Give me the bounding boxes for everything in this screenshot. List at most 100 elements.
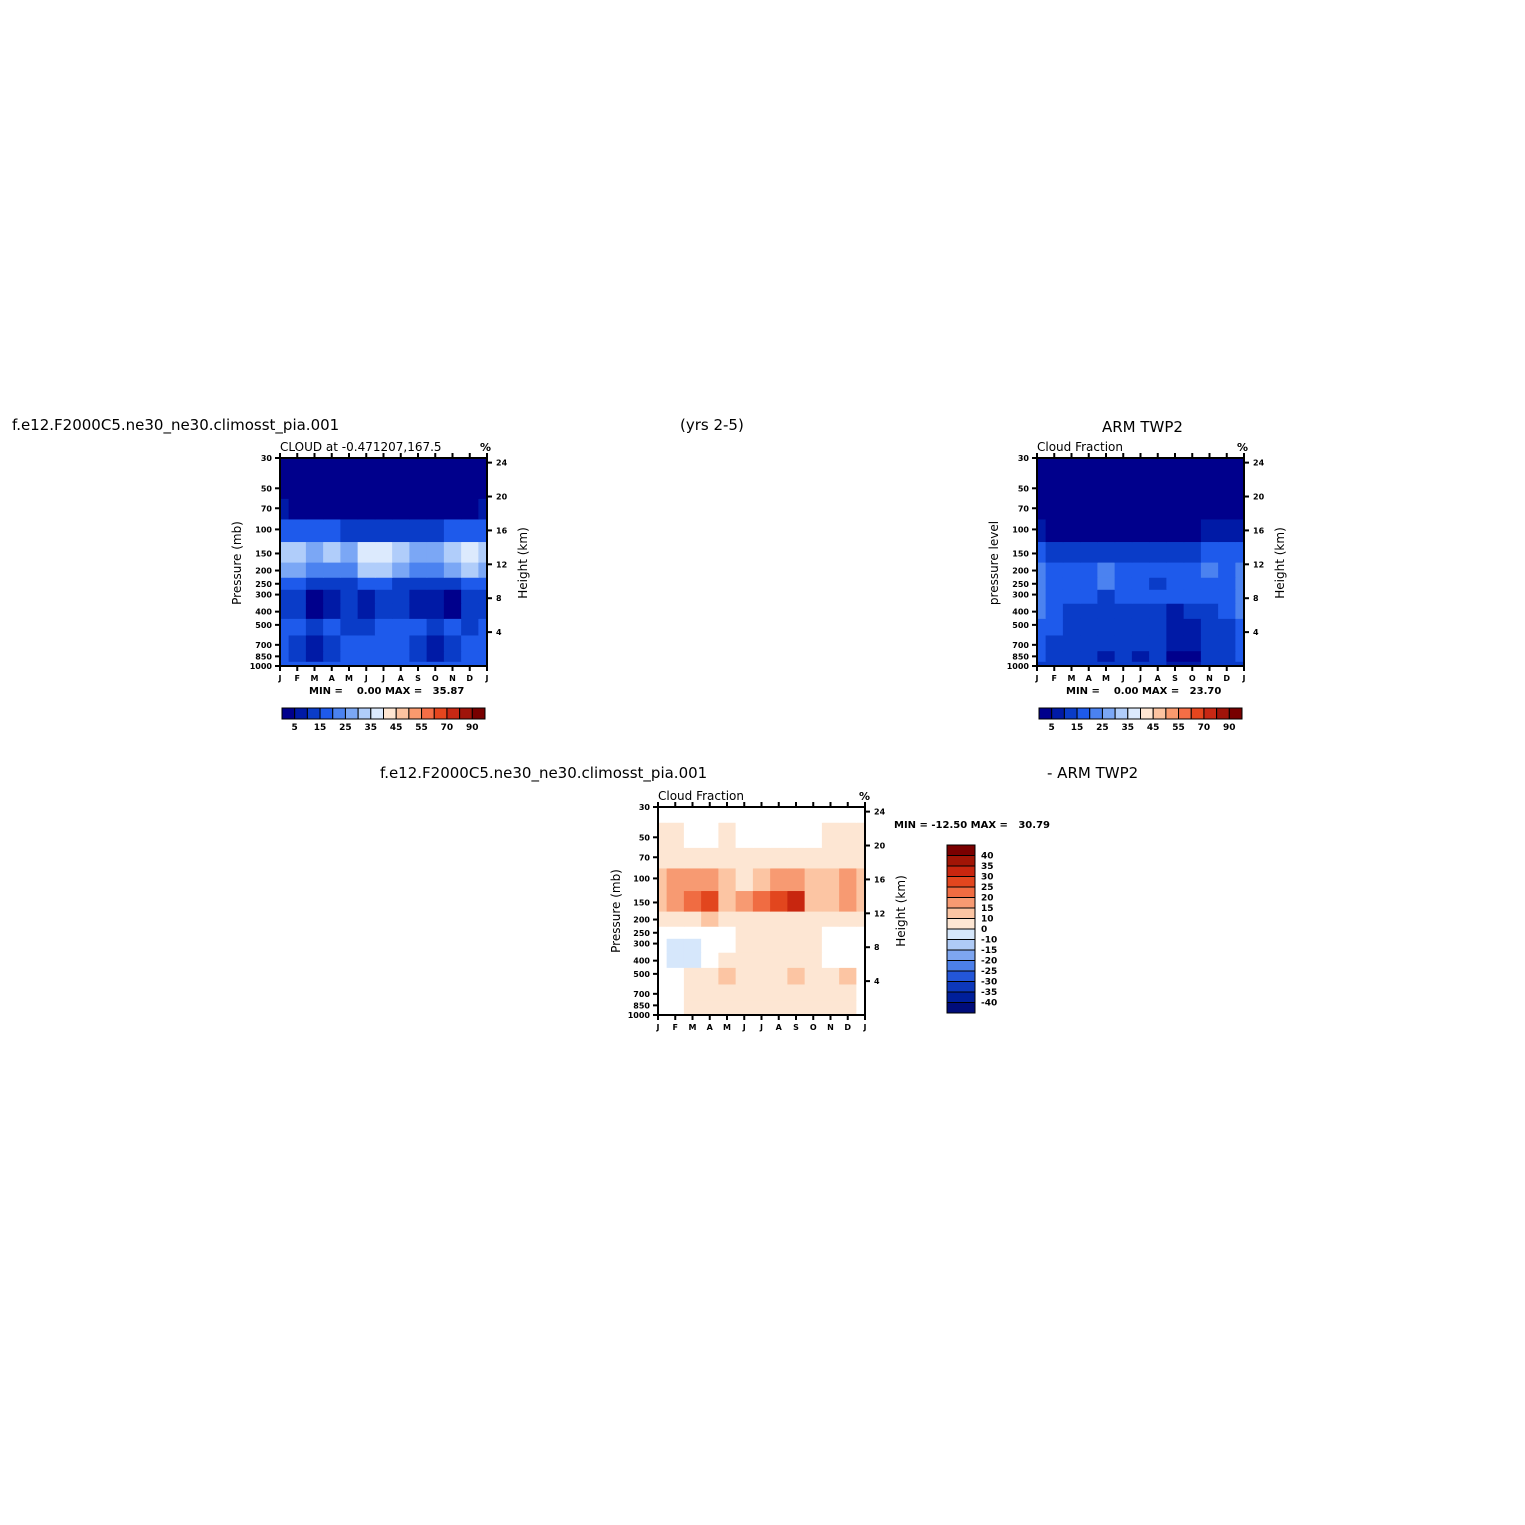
heatmap-cell [666,847,685,869]
heatmap-cell [856,938,866,953]
heatmap-cell [323,589,341,604]
diff-plot: J F M A M J J A S O N D J100085070050040030025020015… [628,802,886,1032]
y-right-tick-label: 8 [874,943,880,952]
heatmap-cell [752,911,771,927]
colorbar-swatch [319,707,334,720]
heatmap-cell [1166,518,1185,543]
heatmap-cell [1149,458,1167,474]
heatmap-cell [426,541,445,563]
heatmap-cell [280,498,290,520]
heatmap-cell [856,983,866,1001]
heatmap-cell [770,911,788,927]
heatmap-cell [1235,498,1245,520]
heatmap-cell [666,952,685,968]
heatmap-cell [443,473,462,499]
heatmap-cell [1218,634,1236,652]
heatmap-cell [1183,661,1202,667]
heatmap-cell [683,999,702,1011]
heatmap-cell [357,562,376,578]
y-tick-label: 300 [255,591,272,600]
heatmap-cell [374,577,393,590]
heatmap-cell [443,458,462,474]
y-right-tick-label: 8 [496,594,502,603]
colorbar-label: 55 [1172,723,1185,733]
heatmap-cell [1037,618,1047,636]
heatmap-cell [666,867,685,892]
heatmap-cell [1149,473,1167,499]
heatmap-cell [461,473,479,499]
heatmap-cell [357,618,376,636]
heatmap-cell [374,498,393,520]
heatmap-cell [1080,634,1098,652]
heatmap-cell [1080,518,1098,543]
heatmap-cell [478,541,488,563]
heatmap-cell [280,650,290,662]
heatmap-cell [288,603,307,619]
y-tick-label: 1000 [1007,662,1030,671]
heatmap-cell [770,822,788,848]
heatmap-cell [392,562,410,578]
heatmap-cell [821,938,840,953]
heatmap-cell [305,577,324,590]
heatmap-cell [323,562,341,578]
heatmap-cell [409,518,428,543]
heatmap-cell [374,589,393,604]
colorbar-swatch [1203,707,1218,720]
heatmap-cell [392,541,410,563]
colorbar-label: -25 [981,967,997,977]
x-tick-label: J [278,674,282,683]
heatmap-cell [1037,473,1047,499]
heatmap-cell [461,589,479,604]
colorbar-swatch [446,707,461,720]
heatmap-cell [426,603,445,619]
heatmap-cell [323,603,341,619]
heatmap-cell [1218,541,1236,563]
heatmap-cell [1045,618,1064,636]
heatmap-cell [374,634,393,652]
x-tick-label: J [1035,674,1039,683]
x-tick-label: D [466,674,473,683]
colorbar-swatch [1063,707,1078,720]
heatmap-cell [392,603,410,619]
heatmap-cell [392,518,410,543]
heatmap-cell [787,1010,806,1016]
colorbar-swatch [946,981,976,993]
colorbar-label: -35 [981,988,997,998]
heatmap-cell [1200,603,1219,619]
heatmap-cell [718,822,737,848]
colorbar-label: 45 [390,723,403,733]
heatmap-cell [1183,562,1202,578]
y-tick-label: 300 [633,940,650,949]
heatmap-cell [340,661,359,667]
heatmap-cell [821,807,840,823]
heatmap-cell [357,577,376,590]
y-tick-label: 150 [255,549,272,558]
heatmap-cell [374,473,393,499]
heatmap-cell [1149,603,1167,619]
colorbar-swatch [395,707,410,720]
x-tick-label: S [415,674,421,683]
heatmap-cell [288,458,307,474]
heatmap-cell [718,1010,737,1016]
heatmap-cell [305,603,324,619]
heatmap-cell [478,650,488,662]
heatmap-cell [701,983,719,1001]
heatmap-cell [1131,473,1150,499]
heatmap-cell [409,603,428,619]
heatmap-cell [821,847,840,869]
heatmap-cell [288,661,307,667]
heatmap-cell [735,999,754,1011]
heatmap-cell [666,822,685,848]
heatmap-cell [357,458,376,474]
heatmap-cell [1045,577,1064,590]
heatmap-cell [666,983,685,1001]
colorbar-label: 15 [981,904,994,914]
heatmap-cell [1114,473,1133,499]
heatmap-cell [288,650,307,662]
heatmap-cell [1218,661,1236,667]
heatmap-cell [839,867,857,892]
y-tick-label: 50 [261,484,273,493]
heatmap-cell [1131,661,1150,667]
heatmap-cell [718,890,737,912]
heatmap-cell [461,603,479,619]
